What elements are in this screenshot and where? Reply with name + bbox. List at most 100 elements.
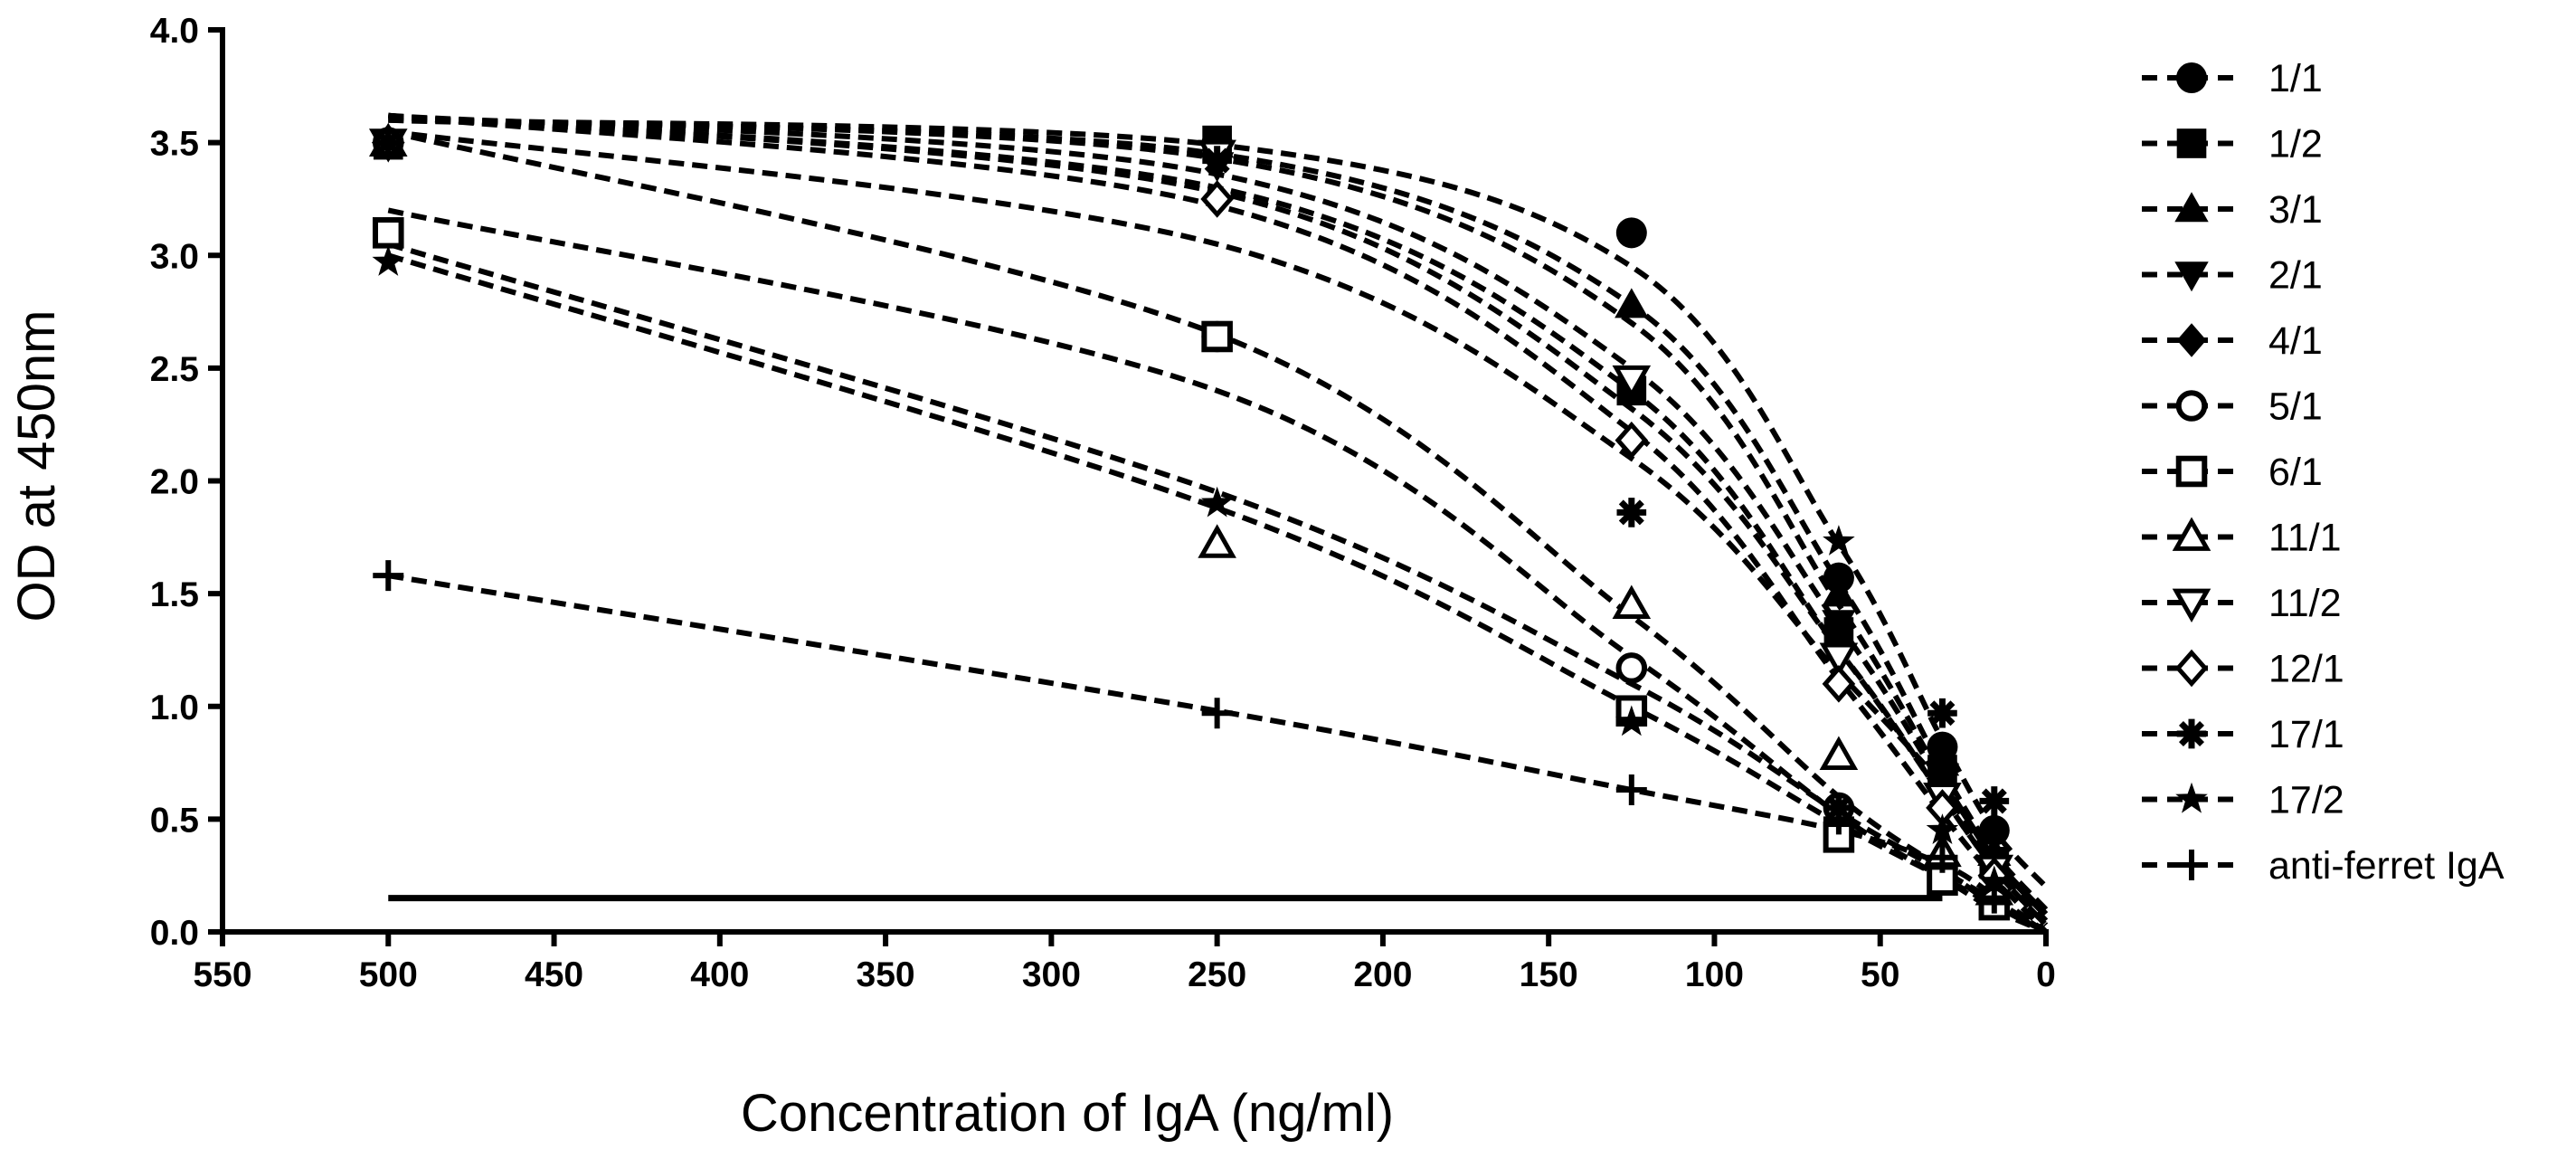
data-point-1-1	[1978, 814, 2010, 846]
y-tick-label: 1.0	[150, 689, 199, 727]
legend-label: 17/2	[2268, 779, 2344, 822]
data-point-11-2	[1819, 642, 1859, 677]
legend-label: 4/1	[2268, 319, 2323, 363]
data-point-17-2	[1615, 705, 1648, 736]
legend-marker	[2176, 850, 2207, 880]
series-line-11-2	[388, 112, 2049, 927]
data-point-6-1	[1201, 320, 1233, 353]
legend-marker	[2176, 718, 2207, 749]
data-point-anti-ferret-iga	[1823, 803, 1854, 835]
data-point-12-1	[1200, 180, 1234, 218]
series-line-4-1	[388, 112, 2049, 927]
legend-item-11-2: 11/2	[2142, 582, 2342, 625]
y-axis-title: OD at 450nm	[7, 310, 66, 622]
legend-marker	[2176, 62, 2207, 93]
x-axis-title: Concentration of IgA (ng/ml)	[741, 1084, 1394, 1143]
legend-item-17-1: 17/1	[2142, 713, 2344, 756]
legend-item-4-1: 4/1	[2142, 319, 2323, 363]
x-tick-label: 300	[1022, 955, 1081, 994]
legend-label: 17/1	[2268, 713, 2344, 756]
legend-marker	[2176, 323, 2207, 357]
x-tick-label: 450	[525, 955, 583, 994]
data-point-17-2	[1200, 486, 1234, 518]
legend-marker	[2175, 390, 2208, 422]
data-point-6-1	[372, 217, 404, 249]
legend-item-1-2: 1/2	[2142, 123, 2323, 166]
data-point-17-1	[1927, 698, 1957, 728]
data-point-17-1	[1202, 146, 1232, 176]
data-point-17-2	[372, 245, 405, 276]
data-point-11-1	[1198, 524, 1236, 558]
x-tick-label: 100	[1685, 955, 1744, 994]
legend-label: 5/1	[2268, 385, 2323, 429]
legend-label: 6/1	[2268, 451, 2323, 494]
markers-layer	[368, 122, 2014, 921]
data-point-11-1	[1612, 584, 1652, 620]
data-point-17-2	[1823, 525, 1855, 556]
series-line-anti-ferret-iga	[387, 573, 2048, 935]
legend-label: 11/2	[2268, 582, 2342, 625]
y-tick-label: 0.0	[150, 914, 199, 953]
legend-marker	[2175, 782, 2208, 813]
data-point-17-2	[1978, 865, 2011, 897]
series-line-12-1	[387, 112, 2049, 935]
x-tick-label: 50	[1861, 955, 1899, 994]
y-tick-label: 2.5	[150, 350, 199, 389]
data-point-3-1	[1615, 288, 1649, 318]
x-tick-label: 500	[359, 955, 418, 994]
data-point-17-1	[1616, 498, 1647, 527]
legend-item-2-1: 2/1	[2142, 254, 2323, 298]
series-line-6-1	[387, 207, 2048, 935]
data-point-11-2	[1612, 365, 1652, 400]
legend: 1/1 1/2 3/1 2/1 4/1 5/1 6/1 11/1 11/2 12/1 17/1 17/…	[2142, 57, 2505, 888]
legend-label: anti-ferret IgA	[2268, 844, 2505, 888]
y-tick-label: 1.5	[150, 575, 199, 614]
legend-item-6-1: 6/1	[2142, 451, 2323, 494]
legend-label: 1/1	[2268, 57, 2323, 100]
y-tick-label: 2.0	[150, 463, 199, 502]
x-tick-label: 200	[1353, 955, 1412, 994]
x-tick-label: 400	[690, 955, 749, 994]
legend-label: 3/1	[2268, 188, 2323, 232]
data-point-anti-ferret-iga	[1978, 882, 2010, 914]
data-point-anti-ferret-iga	[373, 560, 404, 592]
legend-label: 12/1	[2268, 648, 2344, 691]
legend-label: 2/1	[2268, 254, 2323, 298]
legend-marker	[2172, 588, 2211, 623]
data-point-anti-ferret-iga	[1927, 841, 1958, 873]
legend-marker	[2172, 517, 2211, 551]
series-line-1-2	[388, 117, 2049, 912]
x-tick-label: 0	[2036, 955, 2056, 994]
y-tick-label: 0.5	[150, 801, 199, 840]
data-point-17-2	[1926, 813, 1959, 844]
x-tick-label: 250	[1188, 955, 1246, 994]
data-point-1-1	[1615, 217, 1647, 249]
data-point-17-1	[373, 128, 403, 157]
x-tick-label: 350	[857, 955, 915, 994]
series-line-17-1	[387, 128, 2049, 918]
legend-marker	[2174, 261, 2209, 292]
legend-item-17-2: 17/2	[2142, 779, 2344, 822]
series-line-3-1	[388, 115, 2049, 917]
y-tick-label: 3.0	[150, 237, 199, 276]
legend-item-anti-ferret-iga: anti-ferret IgA	[2142, 844, 2505, 888]
data-point-3-1	[1822, 576, 1856, 607]
legend-label: 1/2	[2268, 123, 2323, 166]
data-point-anti-ferret-iga	[1615, 774, 1647, 805]
fit-lines-layer	[387, 112, 2049, 935]
series-line-2-1	[388, 112, 2049, 923]
legend-item-1-1: 1/1	[2142, 57, 2323, 100]
legend-marker	[2176, 128, 2207, 158]
data-point-5-1	[1615, 652, 1648, 684]
data-point-12-1	[1822, 665, 1856, 703]
legend-item-5-1: 5/1	[2142, 385, 2323, 429]
series-line-11-1	[387, 241, 2048, 935]
legend-item-3-1: 3/1	[2142, 188, 2323, 232]
data-point-11-1	[1819, 736, 1859, 771]
legend-label: 11/1	[2268, 517, 2342, 560]
data-point-17-1	[1979, 786, 2010, 816]
x-tick-label: 150	[1520, 955, 1578, 994]
legend-marker	[2174, 649, 2209, 688]
